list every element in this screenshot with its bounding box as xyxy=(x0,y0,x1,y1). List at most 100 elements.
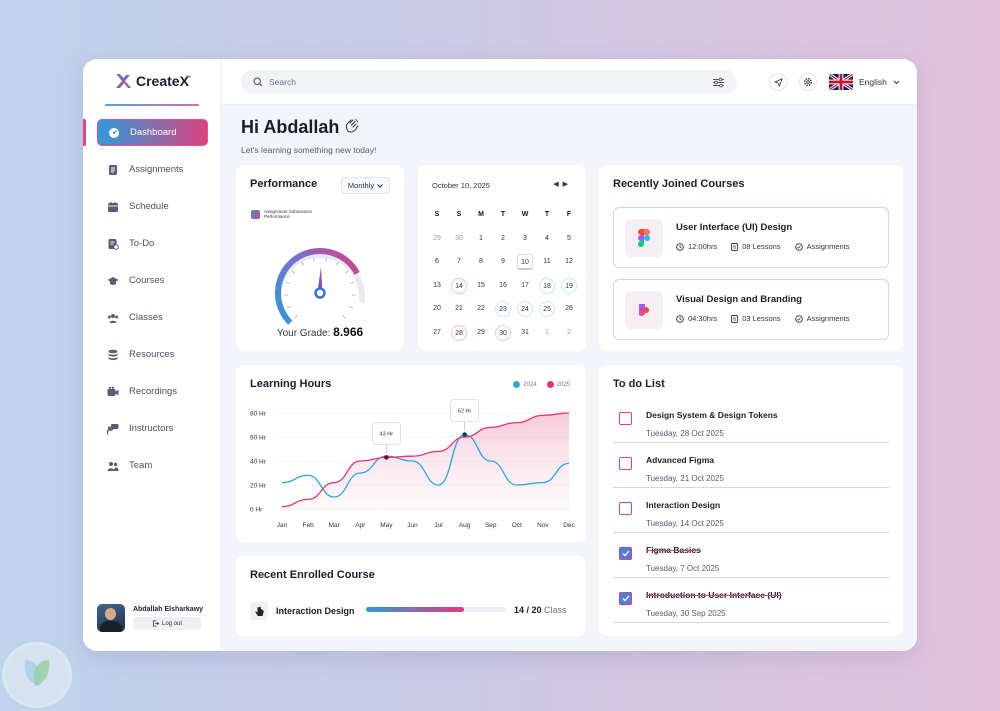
calendar-day[interactable]: 1 xyxy=(545,328,549,336)
calendar-day[interactable]: 15 xyxy=(477,281,485,289)
sidebar-item-classes[interactable]: Classes xyxy=(97,304,208,331)
y-tick-label: 60 Hr xyxy=(250,435,267,442)
app-window: CreateX ™ Dashboard Assignments Schedule… xyxy=(83,59,917,651)
language-selector[interactable]: English xyxy=(829,74,900,90)
send-button[interactable] xyxy=(769,73,787,91)
user-name: Abdallah Elsharkawy xyxy=(133,606,204,613)
todo-title: To do List xyxy=(613,378,665,390)
calendar-day[interactable]: 24 xyxy=(517,301,533,317)
series-line-2024 xyxy=(281,433,570,498)
sidebar-item-label: Schedule xyxy=(129,201,169,212)
calendar-day[interactable]: 11 xyxy=(543,258,551,265)
performance-card: Performance Monthly Assignment Submissio… xyxy=(236,165,404,351)
calendar-day[interactable]: 29 xyxy=(433,234,441,242)
calendar-day[interactable]: 13 xyxy=(433,281,441,289)
filter-icon[interactable] xyxy=(712,77,725,88)
calendar-day[interactable]: 21 xyxy=(455,305,463,312)
logout-icon xyxy=(152,620,159,627)
calendar-day[interactable]: 22 xyxy=(477,305,485,312)
calendar-day[interactable]: 14 xyxy=(451,277,467,294)
calendar-day[interactable]: 16 xyxy=(499,281,507,289)
todo-item[interactable]: Introduction to User Interface (UI) Tuesd… xyxy=(613,578,889,623)
course-card[interactable]: User Interface (UI) Design 12:00hrs 08 L… xyxy=(613,207,889,268)
x-tick-label: Aug xyxy=(459,522,471,529)
sidebar-item-label: Resources xyxy=(129,349,175,360)
todo-checkbox[interactable] xyxy=(619,412,632,425)
todo-item[interactable]: Figma Basics Tuesday, 7 Oct 2025 xyxy=(613,533,889,578)
settings-button[interactable] xyxy=(799,73,817,91)
calendar-day[interactable]: 1 xyxy=(479,234,483,242)
calendar-day[interactable]: 4 xyxy=(545,234,549,242)
gauge-tick xyxy=(325,257,327,262)
avatar[interactable] xyxy=(97,604,125,632)
calendar-day[interactable]: 27 xyxy=(433,328,441,336)
calendar-day[interactable]: 6 xyxy=(435,258,439,265)
sidebar-item-dashboard[interactable]: Dashboard xyxy=(97,119,208,146)
calendar-day[interactable]: 17 xyxy=(521,281,529,289)
sidebar-item-todo[interactable]: To-Do xyxy=(97,230,208,257)
course-card[interactable]: Visual Design and Branding 04:30hrs 03 L… xyxy=(613,279,889,340)
gauge-ticks xyxy=(284,257,356,319)
calendar-day[interactable]: 2 xyxy=(501,234,505,242)
todo-checkbox[interactable] xyxy=(619,592,632,605)
calendar-day[interactable]: 10 xyxy=(517,254,533,270)
prev-month-button[interactable]: ◀ xyxy=(553,181,563,188)
calendar-day[interactable]: 30 xyxy=(495,324,511,341)
period-dropdown[interactable]: Monthly xyxy=(341,177,390,194)
gauge-fill xyxy=(275,248,360,325)
lessons-value: 08 Lessons xyxy=(742,242,781,251)
pointer-icon xyxy=(250,602,268,620)
todo-checkbox[interactable] xyxy=(619,502,632,515)
calendar-day[interactable]: 31 xyxy=(521,328,529,336)
todo-item[interactable]: Interaction Design Tuesday, 14 Oct 2025 xyxy=(613,488,889,533)
calendar-icon xyxy=(108,201,118,212)
app-logo[interactable]: CreateX ™ xyxy=(114,72,191,90)
calendar-day[interactable]: 2 xyxy=(567,328,571,336)
calendar-day[interactable]: 5 xyxy=(567,234,571,242)
team-icon xyxy=(107,461,119,471)
calendar-day[interactable]: 30 xyxy=(455,234,463,242)
sidebar-item-label: Assignments xyxy=(129,164,184,175)
calendar-day[interactable]: 7 xyxy=(457,258,461,265)
calendar-day[interactable]: 20 xyxy=(433,305,441,312)
sidebar-item-team[interactable]: Team xyxy=(97,452,208,479)
period-value: Monthly xyxy=(347,181,375,190)
todo-checkbox[interactable] xyxy=(619,457,632,470)
todo-checkbox[interactable] xyxy=(619,547,632,560)
sidebar-item-resources[interactable]: Resources xyxy=(97,341,208,368)
sidebar-item-courses[interactable]: Courses xyxy=(97,267,208,294)
sidebar-item-label: Courses xyxy=(129,275,165,286)
sidebar-item-schedule[interactable]: Schedule xyxy=(97,193,208,220)
annotation-label: 43 Hr xyxy=(380,431,394,437)
sidebar-item-assignments[interactable]: Assignments xyxy=(97,156,208,183)
calendar-day[interactable]: 12 xyxy=(565,258,573,265)
next-month-button[interactable]: ▶ xyxy=(562,181,572,188)
x-tick-label: Sep xyxy=(485,522,497,529)
calendar-day[interactable]: 18 xyxy=(539,277,555,294)
calendar-day[interactable]: 8 xyxy=(479,258,483,265)
database-icon xyxy=(108,349,118,360)
todo-item[interactable]: Design System & Design Tokens Tuesday, 28… xyxy=(613,398,889,443)
calendar-day[interactable]: 29 xyxy=(477,328,485,336)
chart-legend: 2024 2025 xyxy=(513,381,570,388)
sidebar-item-instructors[interactable]: Instructors xyxy=(97,415,208,442)
calendar-day[interactable]: 26 xyxy=(565,305,573,312)
legend-swatch xyxy=(546,381,554,388)
calendar-day[interactable]: 28 xyxy=(451,324,467,341)
y-tick-label: 20 Hr xyxy=(250,483,267,490)
instructor-icon xyxy=(107,423,119,434)
calendar-day[interactable]: 9 xyxy=(501,258,505,265)
todo-item[interactable]: Advanced Figma Tuesday, 21 Oct 2025 xyxy=(613,443,889,488)
greeting-text: Hi Abdallah xyxy=(241,117,340,137)
calendar-day[interactable]: 19 xyxy=(561,277,577,294)
search-input[interactable] xyxy=(269,77,706,87)
todo-name: Figma Basics xyxy=(646,545,701,555)
gauge-hub xyxy=(314,287,326,299)
assignments-value: Assignments xyxy=(806,314,850,323)
x-tick-label: Oct xyxy=(512,522,522,529)
calendar-day[interactable]: 23 xyxy=(495,301,511,317)
sidebar-item-recordings[interactable]: Recordings xyxy=(97,378,208,405)
calendar-day[interactable]: 3 xyxy=(523,234,527,242)
logout-button[interactable]: Log out xyxy=(133,617,201,630)
calendar-day[interactable]: 25 xyxy=(539,301,555,317)
